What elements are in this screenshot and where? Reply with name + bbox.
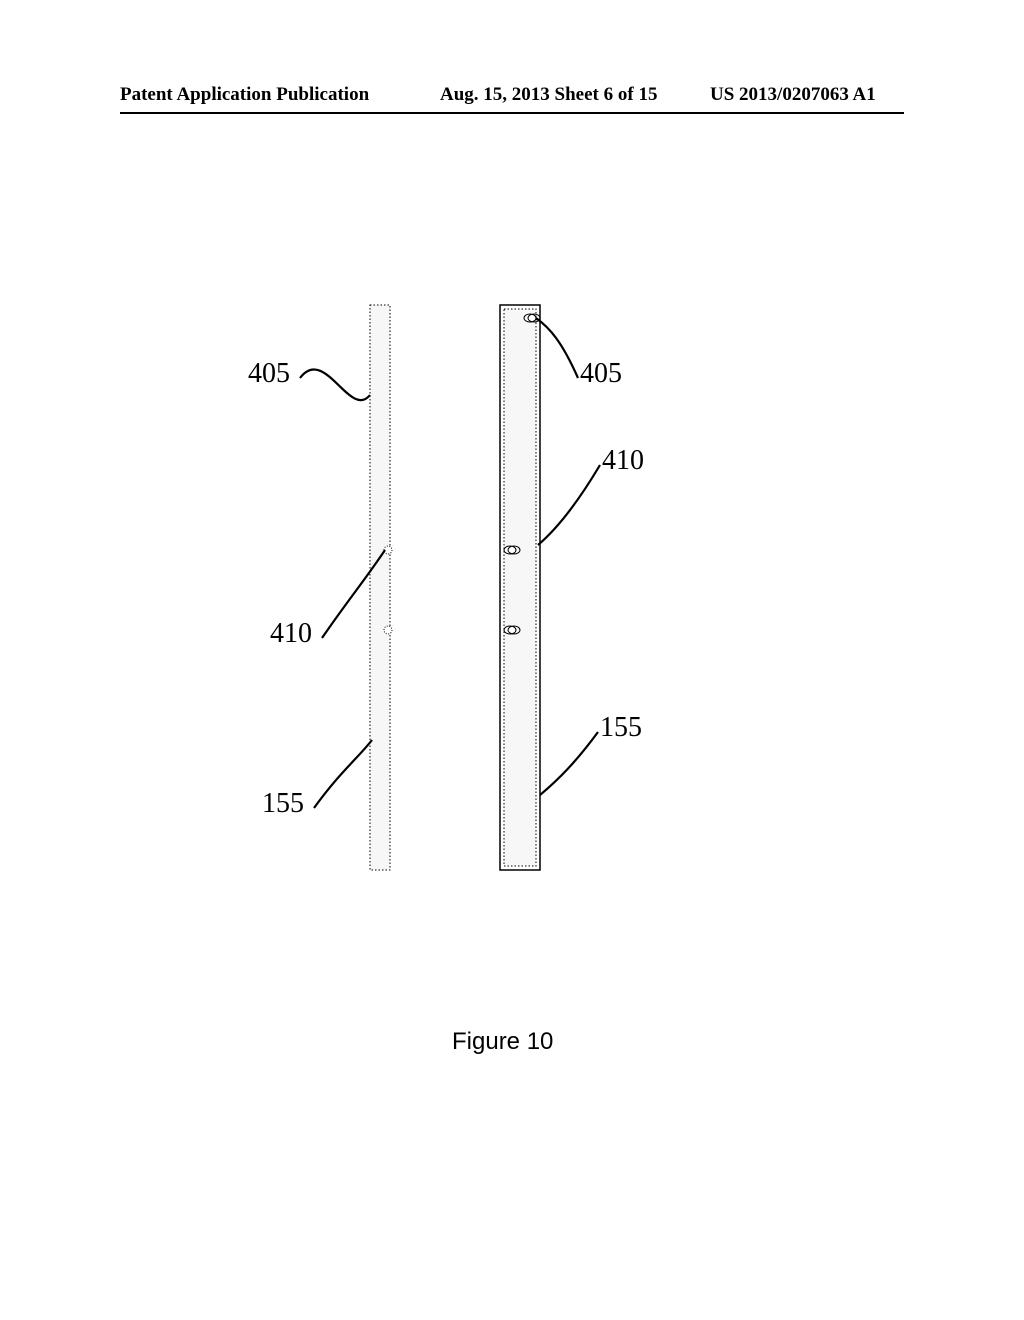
- leader-left-405: [300, 369, 370, 400]
- label-left-405: 405: [248, 358, 290, 390]
- leader-right-410: [538, 465, 600, 545]
- label-left-410: 410: [270, 618, 312, 650]
- left-mark-1: [384, 546, 392, 554]
- label-right-405: 405: [580, 358, 622, 390]
- label-right-155: 155: [600, 712, 642, 744]
- leader-right-405: [536, 318, 578, 378]
- page: Patent Application Publication Aug. 15, …: [0, 0, 1024, 1320]
- figure-caption: Figure 10: [452, 1028, 553, 1056]
- label-right-410: 410: [602, 445, 644, 477]
- leader-right-155: [540, 732, 598, 795]
- left-mark-2: [384, 626, 392, 634]
- bar-left: [370, 305, 390, 870]
- bar-right-inner: [504, 309, 536, 866]
- leader-left-155: [314, 740, 372, 808]
- label-left-155: 155: [262, 788, 304, 820]
- figure-svg: [0, 0, 1024, 1320]
